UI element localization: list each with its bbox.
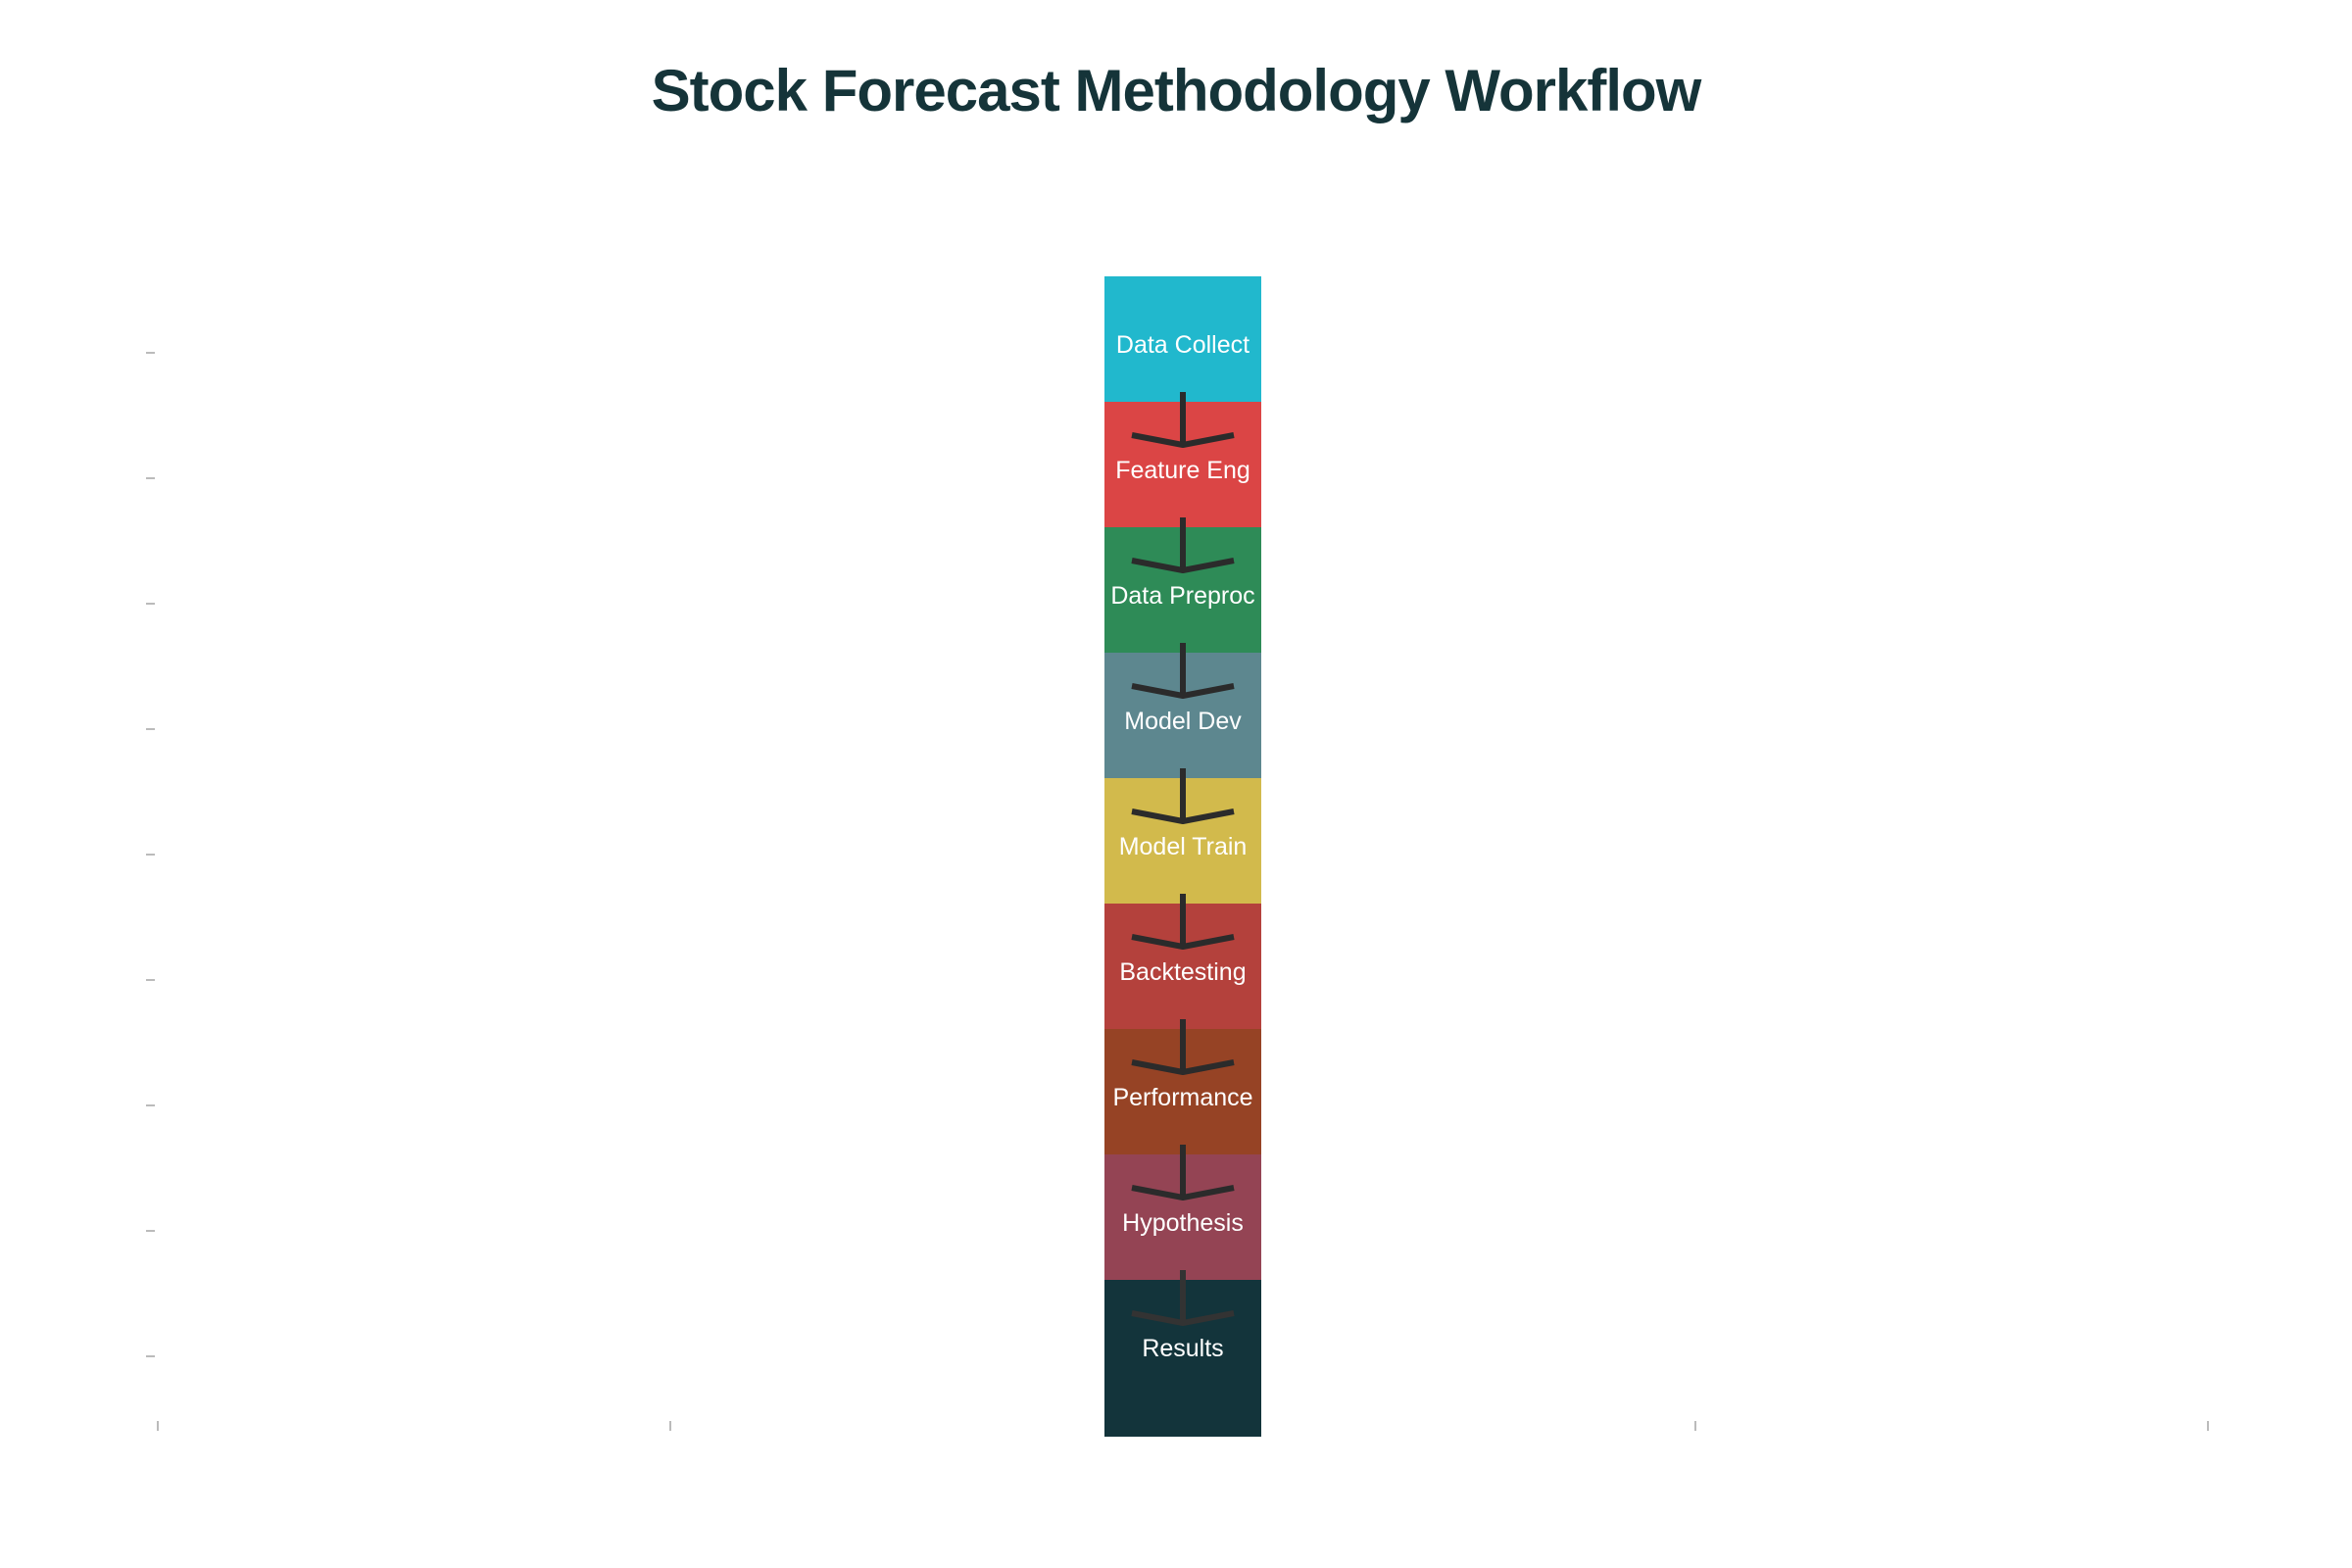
flow-arrow	[1131, 894, 1235, 950]
step-label: Hypothesis	[1122, 1209, 1244, 1237]
workflow-step: Performance	[1104, 1029, 1261, 1154]
flow-arrow	[1131, 768, 1235, 824]
flow-arrow	[1131, 517, 1235, 573]
workflow-steps: Data Collect Feature Eng Data Preproc Model…	[1104, 276, 1261, 1437]
chart-title: Stock Forecast Methodology Workflow	[651, 58, 1702, 123]
flow-arrow	[1131, 643, 1235, 699]
flow-arrow	[1131, 1019, 1235, 1075]
step-label: Results	[1142, 1335, 1223, 1362]
flow-arrow	[1131, 1270, 1235, 1326]
step-label: Model Train	[1119, 833, 1248, 860]
step-label: Data Preproc	[1110, 582, 1254, 610]
step-label: Model Dev	[1124, 708, 1242, 735]
workflow-step: Backtesting	[1104, 904, 1261, 1029]
workflow-arrows	[1131, 392, 1235, 1326]
step-label: Data Collect	[1116, 331, 1250, 359]
workflow-step: Results	[1104, 1280, 1261, 1437]
flow-arrow	[1131, 392, 1235, 448]
step-label: Feature Eng	[1115, 457, 1250, 484]
step-box	[1104, 276, 1261, 402]
axis-ticks	[146, 352, 2209, 1431]
workflow-step: Data Collect	[1104, 276, 1261, 402]
step-label: Performance	[1112, 1084, 1252, 1111]
step-label: Backtesting	[1119, 958, 1246, 986]
flow-arrow	[1131, 1145, 1235, 1200]
